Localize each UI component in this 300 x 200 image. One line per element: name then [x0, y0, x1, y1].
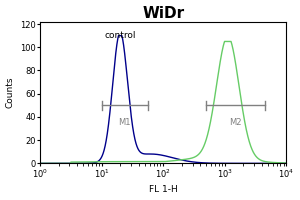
Title: WiDr: WiDr: [142, 6, 184, 21]
Text: control: control: [105, 31, 136, 40]
Y-axis label: Counts: Counts: [6, 77, 15, 108]
Text: M1: M1: [118, 118, 131, 127]
Text: M2: M2: [229, 118, 242, 127]
X-axis label: FL 1-H: FL 1-H: [149, 185, 178, 194]
